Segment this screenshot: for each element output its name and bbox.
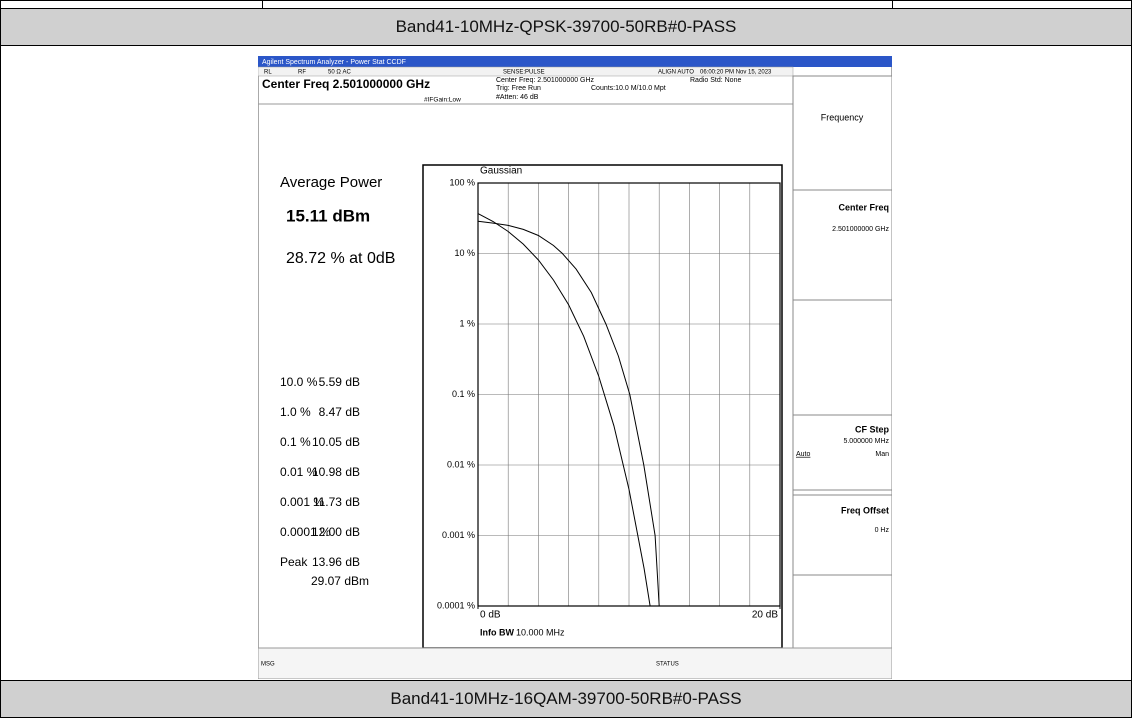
peak-dbm: 29.07 dBm bbox=[311, 574, 369, 588]
y-tick-label: 10 % bbox=[454, 248, 475, 258]
status-bar bbox=[258, 647, 892, 679]
center-freq-header: Center Freq 2.501000000 GHz bbox=[262, 77, 430, 91]
setting: Trig: Free Run bbox=[496, 85, 541, 92]
stat-value: 5.59 dB bbox=[319, 375, 360, 389]
softkey-label: Freq Offset bbox=[841, 505, 889, 515]
softkey[interactable] bbox=[792, 414, 892, 491]
series-name: Gaussian bbox=[480, 166, 522, 177]
stat-value: 10.05 dB bbox=[312, 435, 360, 449]
stat-level: 0.0001 % bbox=[280, 525, 331, 539]
softkey-value: 2.501000000 GHz bbox=[832, 226, 889, 233]
softkey-option: Auto bbox=[796, 451, 811, 458]
y-tick-label: 0.01 % bbox=[447, 459, 475, 469]
setting: #Atten: 46 dB bbox=[496, 94, 539, 101]
x-tick-label: 20 dB bbox=[752, 610, 778, 621]
y-tick-label: 1 % bbox=[459, 318, 475, 328]
stat-value: 8.47 dB bbox=[319, 405, 360, 419]
softkey[interactable] bbox=[792, 189, 892, 301]
stat-value: 12.00 dB bbox=[312, 525, 360, 539]
peak-db: 13.96 dB bbox=[312, 555, 360, 569]
at-0db: 28.72 % at 0dB bbox=[286, 250, 395, 267]
stat-level: 1.0 % bbox=[280, 405, 311, 419]
ccdf-curve bbox=[477, 213, 651, 607]
peak-label: Peak bbox=[280, 555, 308, 569]
softkey[interactable] bbox=[792, 494, 892, 576]
stat-level: 10.0 % bbox=[280, 375, 318, 389]
ccdf-curve bbox=[477, 220, 780, 607]
status-item: SENSE:PULSE bbox=[503, 70, 545, 76]
status-item: RL bbox=[264, 70, 272, 76]
y-tick-label: 0.1 % bbox=[452, 389, 475, 399]
stat-value: 11.73 dB bbox=[313, 495, 360, 509]
status-row bbox=[258, 66, 794, 77]
msg: MSG bbox=[261, 662, 275, 668]
title-bar bbox=[258, 56, 892, 67]
status-item: 50 Ω AC bbox=[328, 70, 351, 76]
plot: 100 % 10 % 1 % 0.1 % 0.01 % 0.001 % 0.0001 % 0 … bbox=[437, 177, 781, 621]
y-tick-label: 0.001 % bbox=[442, 530, 475, 540]
status-group: RL RF 50 Ω AC SENSE:PULSE ALIGN AUTO 06:00:20… bbox=[264, 70, 772, 76]
stat-rows: 10.0 % 5.59 dB 1.0 % 8.47 dB 0.1 % 10.05 dB 0.… bbox=[280, 375, 360, 539]
softkey-menu: Frequency bbox=[821, 112, 864, 122]
avg-power: 15.11 dBm bbox=[286, 206, 370, 225]
setting: #IFGain:Low bbox=[424, 97, 461, 104]
softkey-label: Center Freq bbox=[838, 202, 889, 212]
analyzer-screenshot: Agilent Spectrum Analyzer - Power Stat C… bbox=[258, 56, 892, 679]
status-item: RF bbox=[298, 70, 306, 76]
setting: Radio Std: None bbox=[690, 77, 741, 84]
info-bw: 10.000 MHz bbox=[516, 627, 565, 637]
y-tick-label: 0.0001 % bbox=[437, 600, 475, 610]
y-tick-label: 100 % bbox=[449, 177, 475, 187]
setting: Center Freq: 2.501000000 GHz bbox=[496, 77, 595, 84]
stat-level: 0.1 % bbox=[280, 435, 311, 449]
avg-power-label: Average Power bbox=[280, 174, 382, 191]
x-tick-label: 0 dB bbox=[480, 610, 501, 621]
softkey-value: 0 Hz bbox=[875, 527, 890, 534]
softkey-option: Man bbox=[875, 451, 889, 458]
info-bw-label: Info BW bbox=[480, 627, 514, 637]
softkey-label: CF Step bbox=[855, 424, 890, 434]
softkey-value: 5.000000 MHz bbox=[843, 438, 889, 445]
section-caption: Band41-10MHz-16QAM-39700-50RB#0-PASS bbox=[0, 680, 1132, 718]
stat-value: 10.98 dB bbox=[312, 465, 360, 479]
plot-area bbox=[477, 182, 781, 607]
status-item: 06:00:20 PM Nov 15, 2023 bbox=[700, 70, 772, 76]
status-label: STATUS bbox=[656, 662, 679, 668]
stat-level: 0.01 % bbox=[280, 465, 318, 479]
stat-level: 0.001 % bbox=[280, 495, 324, 509]
status-item: ALIGN AUTO bbox=[658, 70, 694, 76]
setting: Counts:10.0 M/10.0 Mpt bbox=[591, 85, 666, 92]
section-caption: Band41-10MHz-QPSK-39700-50RB#0-PASS bbox=[0, 8, 1132, 46]
screen-frame bbox=[258, 56, 892, 679]
title-text: Agilent Spectrum Analyzer - Power Stat C… bbox=[262, 59, 406, 66]
